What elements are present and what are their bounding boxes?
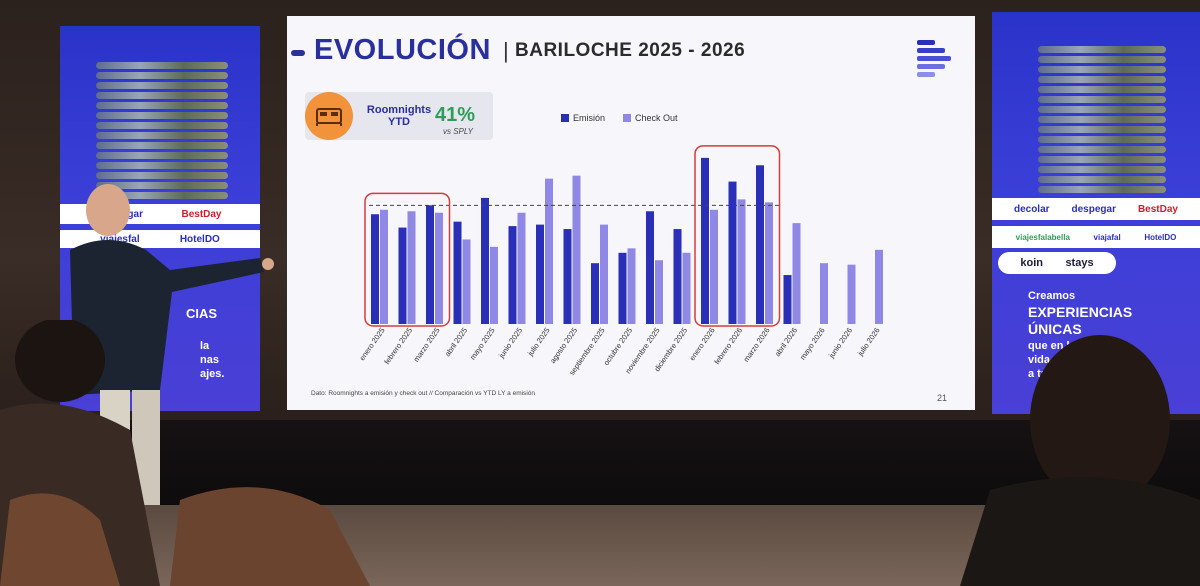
bar-checkout-8 — [600, 224, 608, 324]
x-tick-label-14: marzo 2026 — [742, 326, 772, 364]
bar-checkout-11 — [682, 252, 691, 324]
banner-photo — [96, 62, 228, 199]
bar-checkout-0 — [380, 209, 388, 324]
bar-checkout-15 — [792, 223, 801, 324]
left-banner-line-3: nas — [200, 354, 219, 366]
brand-despegar: despegar — [1071, 203, 1116, 215]
brand-hoteldo: HotelDO — [179, 233, 220, 245]
bar-checkout-14 — [765, 202, 773, 324]
bar-emision-8 — [591, 263, 599, 324]
x-tick-label-18: julio 2026 — [855, 326, 881, 358]
right-brand-row-1: decolar despegar BestDay — [992, 198, 1200, 220]
slide-number: 21 — [937, 393, 948, 403]
bar-emision-4 — [481, 197, 489, 324]
x-tick-label-6: julio 2025 — [525, 326, 551, 358]
legend-label-checkout: Check Out — [635, 113, 678, 123]
legend-item-checkout: Check Out — [623, 113, 678, 123]
bar-checkout-17 — [847, 264, 856, 324]
bar-checkout-5 — [517, 212, 526, 324]
kpi-value: 41% — [435, 104, 476, 126]
bar-checkout-16 — [820, 263, 828, 324]
brand-bestday: BestDay — [1137, 203, 1178, 215]
x-tick-label-16: mayo 2026 — [798, 326, 827, 362]
bar-emision-1 — [398, 227, 407, 324]
x-tick-label-1: febrero 2025 — [382, 326, 414, 366]
x-tick-label-7: agosto 2025 — [548, 326, 579, 365]
brand-decolar: decolar — [1013, 203, 1050, 215]
x-tick-label-4: mayo 2025 — [468, 326, 497, 362]
presentation-slide: EVOLUCIÓN | BARILOCHE 2025 - 2026 Roomni… — [287, 16, 975, 410]
highlight-frame-0 — [364, 192, 451, 327]
bar-emision-2 — [426, 205, 434, 324]
bar-checkout-18 — [875, 249, 883, 324]
brand-viajafal: viajafal — [1093, 232, 1121, 242]
bar-checkout-12 — [710, 209, 718, 324]
brand-viajesfal: viajesfal — [100, 233, 140, 245]
legend-item-emision: Emisión — [561, 113, 605, 123]
slide-subtitle: BARILOCHE 2025 - 2026 — [515, 40, 746, 61]
bar-emision-6 — [536, 224, 544, 324]
brand-stays: stays — [1065, 257, 1094, 269]
right-banner-line-3: ÚNICAS — [1028, 321, 1082, 337]
slide-title: EVOLUCIÓN — [314, 34, 491, 66]
bar-emision-13 — [728, 181, 737, 324]
left-banner-line-2: la — [200, 340, 210, 352]
bar-checkout-6 — [545, 178, 553, 324]
brand-hoteldo: HotelDO — [1144, 232, 1177, 242]
bar-checkout-1 — [407, 211, 416, 324]
bar-checkout-2 — [435, 212, 443, 324]
x-tick-label-15: abril 2026 — [773, 326, 799, 358]
brand-bestday: BestDay — [181, 208, 222, 220]
bar-emision-12 — [701, 157, 709, 324]
kpi-label: Roomnights YTD — [366, 104, 432, 128]
highlight-frame-1 — [694, 145, 781, 327]
title-separator: | — [503, 38, 509, 63]
bar-checkout-9 — [627, 248, 636, 324]
bar-emision-5 — [508, 226, 517, 324]
banner-photo — [1038, 46, 1166, 193]
bar-emision-14 — [756, 165, 764, 324]
bar-checkout-7 — [572, 175, 581, 324]
brand-logo-icon — [917, 40, 951, 77]
x-tick-label-3: abril 2025 — [443, 326, 469, 358]
x-tick-label-5: junio 2025 — [496, 326, 524, 360]
audience-left — [0, 320, 370, 586]
bar-checkout-10 — [655, 260, 663, 324]
audience-right — [960, 335, 1200, 586]
right-brand-pill: koin stays — [998, 252, 1116, 274]
x-tick-label-13: febrero 2026 — [712, 326, 744, 366]
bar-emision-9 — [618, 252, 627, 324]
title-accent — [291, 50, 305, 56]
kpi-card: Roomnights YTD 41% vs SPLY — [305, 92, 493, 140]
chart-legend: Emisión Check Out — [561, 113, 678, 123]
brand-koin: koin — [1020, 257, 1044, 269]
left-banner-line-4: ajes. — [200, 368, 225, 380]
slide-footnote: Dato: Roomnights a emisión y check out /… — [311, 390, 535, 397]
brand-viajesfalabella: viajesfalabella — [1015, 232, 1070, 242]
bar-checkout-3 — [462, 239, 471, 324]
x-tick-label-12: enero 2026 — [687, 326, 716, 362]
bed-icon — [305, 92, 353, 140]
bar-emision-10 — [646, 211, 654, 324]
bar-emision-7 — [563, 229, 572, 324]
bar-emision-11 — [673, 229, 682, 324]
bar-emision-0 — [371, 214, 379, 324]
bar-emision-15 — [783, 275, 792, 324]
left-banner-line-1: CIAS — [186, 306, 218, 321]
bar-checkout-13 — [737, 199, 746, 324]
x-tick-label-2: marzo 2025 — [412, 326, 442, 364]
bar-emision-3 — [453, 221, 462, 324]
right-banner-line-2: EXPERIENCIAS — [1028, 304, 1133, 320]
legend-label-emision: Emisión — [573, 113, 606, 123]
kpi-comparison: vs SPLY — [443, 127, 473, 136]
right-brand-row-2: viajesfalabella viajafal HotelDO — [992, 226, 1200, 248]
right-banner-line-1: Creamos — [1028, 290, 1076, 302]
bar-checkout-4 — [490, 246, 498, 324]
x-tick-label-17: junio 2026 — [826, 326, 854, 360]
